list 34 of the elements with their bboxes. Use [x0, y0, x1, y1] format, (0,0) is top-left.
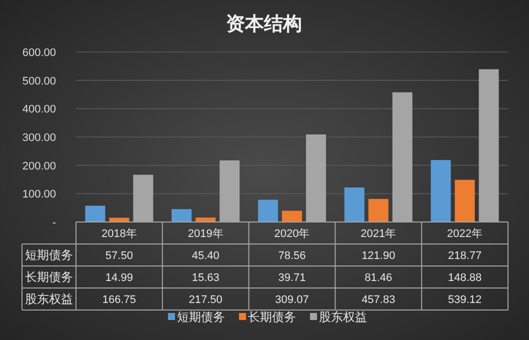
x-tick-label: 2018年: [101, 228, 137, 240]
text: 121.90: [362, 250, 396, 262]
text: 短期债务: [25, 248, 73, 262]
x-tick-label: 2020年: [274, 228, 310, 240]
text: 39.71: [278, 272, 306, 284]
text: 14.99: [105, 272, 133, 284]
text: 股东权益: [25, 292, 73, 306]
text: 457.83: [362, 294, 396, 306]
text: 78.56: [278, 250, 306, 262]
text: 57.50: [105, 250, 133, 262]
x-tick-label: 2019年: [188, 228, 224, 240]
text: 45.40: [192, 250, 220, 262]
y-tick-label: 500.00: [22, 75, 56, 88]
text: 81.46: [364, 272, 392, 284]
title: 资本结构: [226, 14, 302, 35]
text: 166.75: [102, 294, 136, 306]
y-tick-label: 100.00: [22, 188, 56, 201]
text: 539.12: [448, 294, 482, 306]
y-tick-label: 600.00: [22, 47, 56, 59]
legend-label: 股东权益: [319, 310, 367, 324]
legend-label: 短期债务: [177, 310, 225, 324]
text: 218.77: [448, 250, 482, 262]
text: 217.50: [188, 294, 222, 306]
y-tick-label: -: [52, 217, 56, 229]
text: 15.63: [192, 272, 220, 284]
text: 148.88: [448, 272, 482, 284]
y-tick-label: 200.00: [22, 160, 56, 172]
x-tick-label: 2021年: [360, 228, 396, 240]
legend-label: 长期债务: [248, 310, 296, 324]
y-tick-label: 300.00: [22, 132, 56, 144]
text: 长期债务: [25, 270, 73, 284]
y-tick-label: 400.00: [22, 104, 56, 116]
text: 309.07: [275, 294, 309, 306]
x-tick-label: 2022年: [447, 228, 483, 240]
